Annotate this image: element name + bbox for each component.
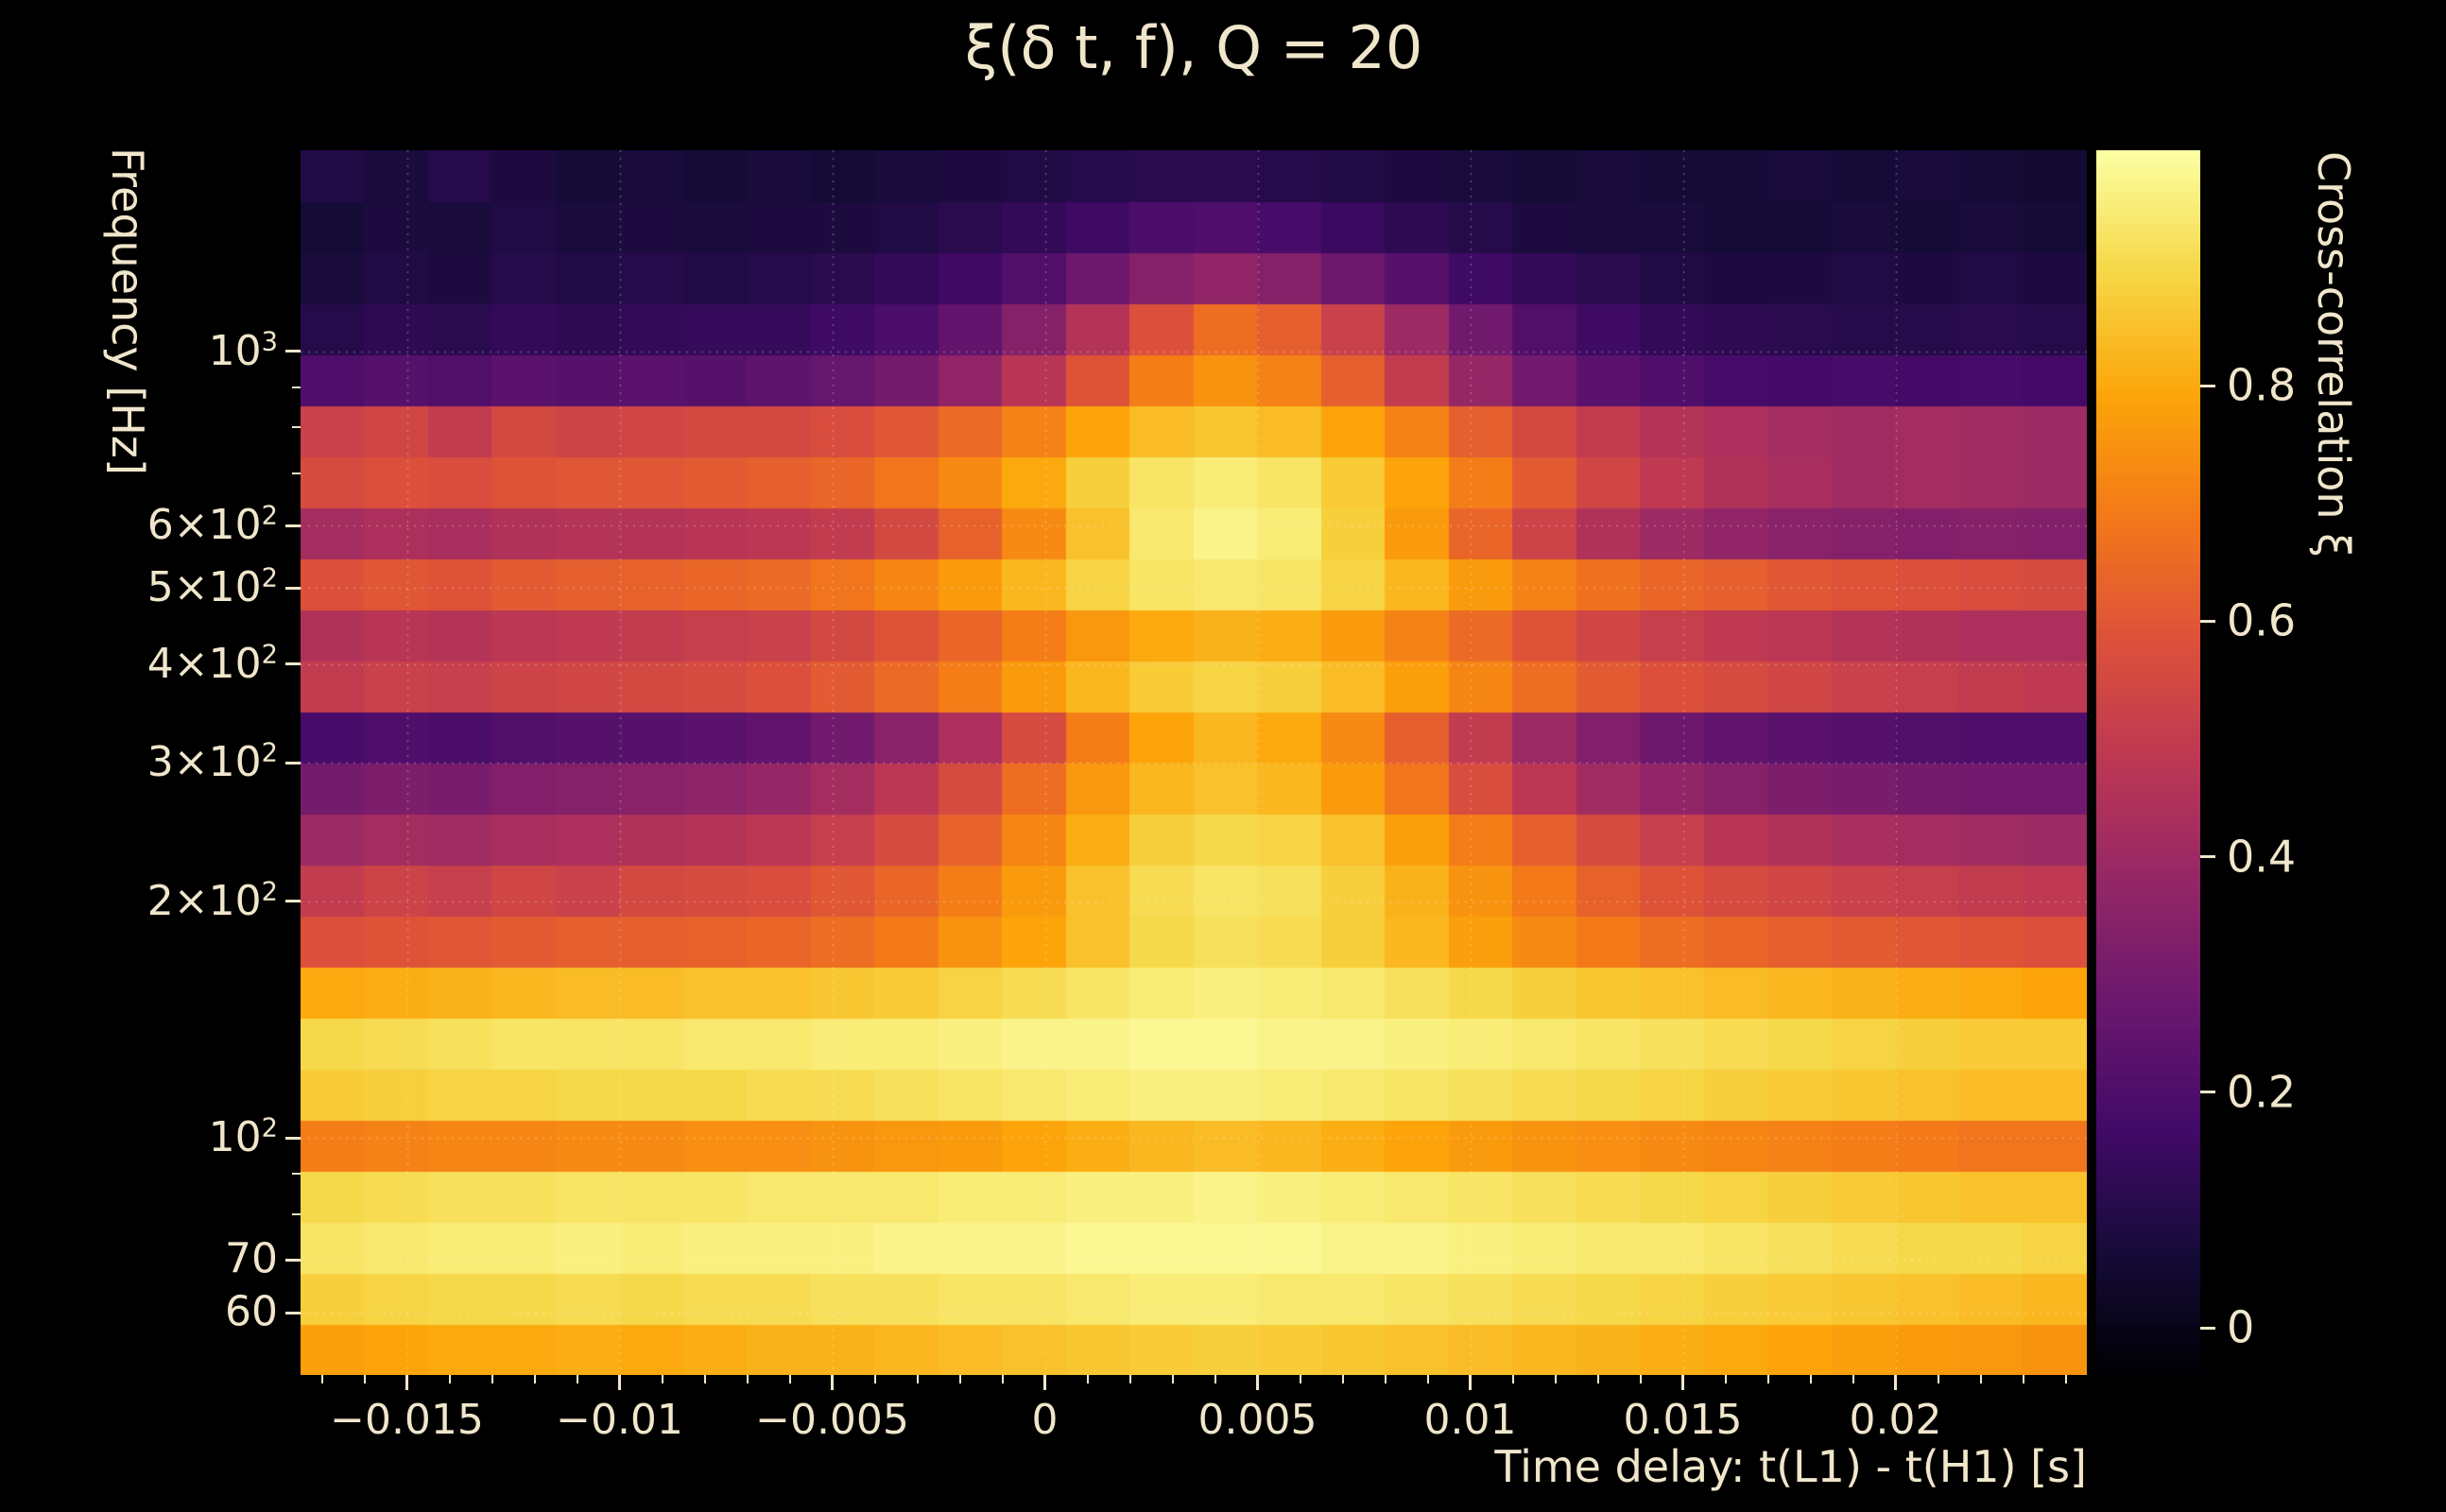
y-tick (285, 662, 301, 666)
colorbar-tick-label: 0.6 (2227, 595, 2297, 647)
x-tick (1043, 1375, 1046, 1390)
x-minor-tick (533, 1375, 536, 1383)
y-minor-tick (292, 1173, 301, 1176)
y-minor-tick (292, 386, 301, 388)
y-tick (285, 1136, 301, 1140)
heatmap-canvas (301, 150, 2087, 1375)
y-minor-tick (292, 426, 301, 429)
x-minor-tick (1128, 1375, 1131, 1383)
colorbar-tick (2200, 1091, 2215, 1094)
y-tick (285, 350, 301, 353)
x-tick-label: 0 (1031, 1396, 1059, 1444)
colorbar-tick-label: 0.4 (2227, 831, 2297, 883)
x-minor-tick (320, 1375, 323, 1383)
x-minor-tick (2064, 1375, 2067, 1383)
x-minor-tick (1639, 1375, 1642, 1383)
y-tick-label: 6×102 (146, 501, 278, 550)
x-tick-label: 0.015 (1623, 1396, 1743, 1444)
y-tick-exponent: 3 (261, 326, 278, 356)
y-tick-exponent: 2 (261, 738, 278, 768)
x-tick-label: −0.015 (330, 1396, 484, 1444)
x-tick (1469, 1375, 1472, 1390)
x-tick (618, 1375, 621, 1390)
x-minor-tick (1299, 1375, 1301, 1383)
x-minor-tick (576, 1375, 578, 1383)
y-minor-tick (292, 1213, 301, 1216)
x-tick-label: 0.01 (1423, 1396, 1517, 1444)
colorbar-label: Cross-correlation ξ (2308, 151, 2359, 558)
y-tick-exponent: 2 (261, 877, 278, 906)
chart-title: ξ(δ t, f), Q = 20 (964, 13, 1423, 82)
x-tick (831, 1375, 834, 1390)
y-tick-label: 4×102 (146, 639, 278, 688)
x-minor-tick (1214, 1375, 1216, 1383)
y-tick-exponent: 2 (261, 1113, 278, 1143)
colorbar-tick (2200, 384, 2215, 387)
colorbar-tick-label: 0.2 (2227, 1066, 2297, 1118)
x-minor-tick (661, 1375, 663, 1383)
x-tick (1681, 1375, 1684, 1390)
y-minor-tick (292, 472, 301, 474)
y-tick-label: 70 (225, 1235, 278, 1284)
x-minor-tick (873, 1375, 876, 1383)
x-minor-tick (703, 1375, 706, 1383)
y-tick (285, 524, 301, 527)
y-tick (285, 761, 301, 765)
x-minor-tick (2022, 1375, 2024, 1383)
x-tick-label: −0.01 (556, 1396, 683, 1444)
x-axis-label: Time delay: t(L1) - t(H1) [s] (1494, 1441, 2087, 1492)
colorbar-tick-label: 0.8 (2227, 359, 2297, 411)
x-minor-tick (746, 1375, 749, 1383)
y-tick (285, 586, 301, 590)
colorbar-canvas (2096, 150, 2200, 1375)
y-tick (285, 1311, 301, 1314)
y-tick-label: 3×102 (146, 738, 278, 787)
x-minor-tick (363, 1375, 366, 1383)
x-minor-tick (1171, 1375, 1174, 1383)
x-minor-tick (1086, 1375, 1089, 1383)
x-minor-tick (1001, 1375, 1004, 1383)
x-tick (1894, 1375, 1897, 1390)
y-tick-label: 2×102 (146, 876, 278, 925)
x-minor-tick (491, 1375, 493, 1383)
x-minor-tick (1852, 1375, 1854, 1383)
x-minor-tick (958, 1375, 961, 1383)
colorbar-tick (2200, 619, 2215, 623)
x-tick-label: −0.005 (755, 1396, 909, 1444)
y-tick-label: 5×102 (146, 563, 278, 612)
x-minor-tick (916, 1375, 919, 1383)
x-minor-tick (1511, 1375, 1514, 1383)
x-minor-tick (1426, 1375, 1429, 1383)
x-tick (405, 1375, 408, 1390)
y-tick-exponent: 2 (261, 640, 278, 670)
x-minor-tick (1724, 1375, 1727, 1383)
x-minor-tick (1979, 1375, 1982, 1383)
x-minor-tick (1937, 1375, 1939, 1383)
y-axis-label: Frequency [Hz] (102, 147, 153, 475)
x-minor-tick (1554, 1375, 1557, 1383)
y-tick-label: 102 (208, 1113, 278, 1162)
x-minor-tick (1596, 1375, 1599, 1383)
y-tick (285, 1258, 301, 1262)
x-minor-tick (788, 1375, 791, 1383)
x-minor-tick (1341, 1375, 1344, 1383)
colorbar-tick-label: 0 (2227, 1301, 2255, 1353)
colorbar-tick (2200, 855, 2215, 859)
y-tick-label: 60 (225, 1287, 278, 1336)
colorbar-tick (2200, 1326, 2215, 1330)
x-minor-tick (1384, 1375, 1387, 1383)
x-tick-label: 0.005 (1197, 1396, 1318, 1444)
y-tick (285, 900, 301, 903)
x-minor-tick (448, 1375, 451, 1383)
x-tick-label: 0.02 (1849, 1396, 1942, 1444)
x-tick (1256, 1375, 1259, 1390)
y-tick-exponent: 2 (261, 501, 278, 531)
x-minor-tick (1766, 1375, 1769, 1383)
x-minor-tick (1809, 1375, 1812, 1383)
y-tick-exponent: 2 (261, 563, 278, 593)
